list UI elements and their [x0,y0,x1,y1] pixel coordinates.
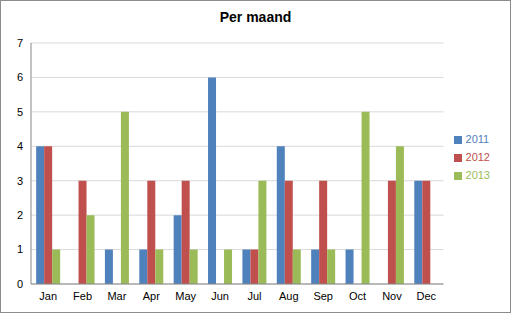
svg-text:Jun: Jun [211,290,229,302]
svg-text:May: May [175,290,196,302]
svg-text:Nov: Nov [382,290,402,302]
svg-text:2: 2 [17,209,23,221]
svg-text:Dec: Dec [417,290,437,302]
html-text:2013: 2013 [465,168,490,181]
svg-text:7: 7 [17,37,23,49]
svg-text:1: 1 [17,243,23,255]
svg-text:Apr: Apr [143,290,160,302]
svg-text:4: 4 [17,140,23,152]
svg-text:0: 0 [17,278,23,290]
svg-text:6: 6 [17,71,23,83]
svg-text:Aug: Aug [279,290,299,302]
svg-text:3: 3 [17,175,23,187]
html-text:2011: 2011 [465,132,490,145]
svg-text:Mar: Mar [107,290,126,302]
html-text:Per maand: Per maand [219,9,292,25]
svg-text:Jul: Jul [247,290,261,302]
svg-text:5: 5 [17,106,23,118]
svg-text:Feb: Feb [73,290,92,302]
html-text:2012: 2012 [465,150,490,163]
svg-text:Sep: Sep [313,290,333,302]
svg-text:Oct: Oct [349,290,366,302]
svg-text:Jan: Jan [39,290,57,302]
